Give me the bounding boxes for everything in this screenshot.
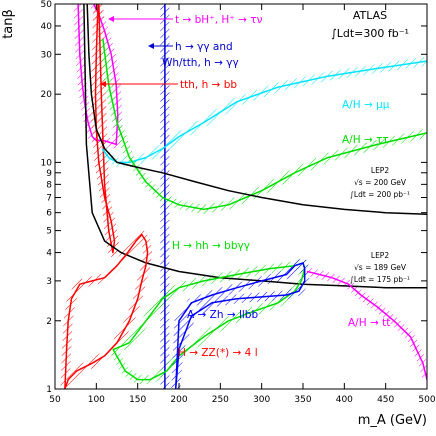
legend-experiment: ATLAS <box>353 9 387 22</box>
lep-200-energy: √s = 200 GeV <box>354 178 407 187</box>
y-tick-label: 50 <box>41 0 53 10</box>
y-tick-label: 2 <box>46 317 52 327</box>
y-tick-label: 20 <box>41 90 53 100</box>
annotation-tautau: A/H → ττ <box>342 134 389 146</box>
lep-189-lumi: ∫Ldt = 175 pb⁻¹ <box>350 275 410 284</box>
y-tick-label: 30 <box>41 50 53 60</box>
y-tick-label: 9 <box>46 169 52 179</box>
lep-200-lumi: ∫Ldt = 200 pb⁻¹ <box>350 190 410 199</box>
y-tick-label: 7 <box>46 193 52 203</box>
x-tick-label: 250 <box>212 395 229 405</box>
y-tick-label: 8 <box>46 180 52 190</box>
x-tick-label: 200 <box>170 395 187 405</box>
x-tick-label: 500 <box>418 395 435 405</box>
y-tick-label: 3 <box>46 277 52 287</box>
annotation-tth: tth, h → bb <box>180 79 237 91</box>
lep-189-energy: √s = 189 GeV <box>354 263 407 272</box>
x-tick-label: 150 <box>129 395 146 405</box>
annotation-mumu: A/H → μμ <box>342 99 390 111</box>
y-tick-label: 10 <box>41 158 53 168</box>
annotation-tt: A/H → tt <box>348 317 390 329</box>
x-tick-label: 300 <box>253 395 270 405</box>
x-axis-title: m_A (GeV) <box>358 413 427 428</box>
annotation-zh: A → Zh → llbb <box>187 309 258 321</box>
annotation-hgg-1: h → γγ and <box>175 41 233 53</box>
x-tick-label: 450 <box>377 395 394 405</box>
annotation-zz: H → ZZ(*) → 4 l <box>178 347 258 359</box>
annotation-hgg-2: Wh/tth, h → γγ <box>162 57 239 69</box>
y-tick-label: 5 <box>46 227 52 237</box>
lep-189-title: LEP2 <box>371 251 389 260</box>
y-tick-label: 4 <box>46 249 52 259</box>
annotation-tbh: t → bH⁺, H⁺ → τν <box>175 14 263 26</box>
lep-200-title: LEP2 <box>371 166 389 175</box>
y-axis-title: tanβ <box>1 9 16 39</box>
x-tick-label: 400 <box>336 395 353 405</box>
annotation-hh: H → hh → bbγγ <box>172 240 250 252</box>
y-tick-label: 40 <box>41 22 53 32</box>
x-tick-label: 50 <box>49 395 61 405</box>
x-tick-label: 100 <box>88 395 105 405</box>
x-tick-label: 350 <box>294 395 311 405</box>
y-tick-label: 1 <box>46 385 52 395</box>
legend-luminosity: ∫Ldt=300 fb⁻¹ <box>331 27 409 40</box>
y-tick-label: 6 <box>46 209 52 219</box>
